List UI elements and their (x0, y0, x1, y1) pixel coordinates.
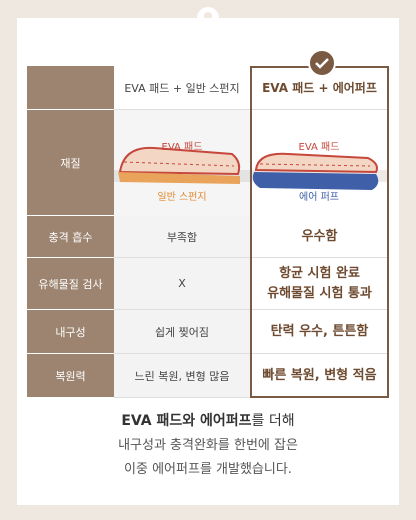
footer-line: 이중 에어퍼프를 개발했습니다. (124, 462, 292, 477)
column-header: EVA 패드 + 에어퍼프 (250, 66, 389, 110)
cell-line: 탄력 우수, 튼튼함 (270, 323, 369, 339)
row-label: 유해물질 검사 (27, 258, 114, 310)
cell-line: 우수함 (301, 228, 338, 244)
material-illustration: EVA 패드 일반 스펀지 EVA 패드 에어 퍼프 (114, 110, 389, 216)
material-label: 에어 퍼프 (299, 191, 339, 203)
row-label: 복원력 (27, 354, 114, 398)
cell-line: 빠른 복원, 변형 적음 (262, 367, 377, 383)
row-label: 충격 흡수 (27, 216, 114, 258)
footer-line: 내구성과 충격완화를 한번에 잡은 (118, 438, 298, 453)
cell-line: 항균 시험 완료 (279, 265, 360, 281)
cell-standard: 부족함 (114, 216, 250, 258)
material-label: EVA 패드 (299, 141, 340, 153)
cell-standard: 느린 복원, 변형 많음 (114, 354, 250, 398)
material-label: 일반 스펀지 (157, 191, 206, 203)
cell-line: 유해물질 시험 통과 (267, 285, 372, 301)
footer-line: EVA 패드와 에어퍼프를 더해 (17, 410, 399, 430)
check-badge (308, 49, 336, 77)
footer-emphasis: EVA 패드와 에어퍼프 (121, 413, 252, 429)
card: EVA 패드 + 일반 스펀지 EVA 패드 + 에어퍼프 재질 EVA 패드 … (17, 18, 399, 505)
row-label: 내구성 (27, 310, 114, 354)
corner (27, 66, 114, 110)
material-label: EVA 패드 (162, 141, 203, 153)
row-label: 재질 (27, 110, 114, 216)
cell-airpuff: 우수함 (250, 216, 389, 258)
cell-standard: X (114, 258, 250, 310)
footer-text: 를 더해 (251, 413, 295, 429)
column-header: EVA 패드 + 일반 스펀지 (114, 66, 250, 110)
cell-airpuff: 탄력 우수, 튼튼함 (250, 310, 389, 354)
cell-airpuff: 빠른 복원, 변형 적음 (250, 354, 389, 398)
cell-standard: 쉽게 찢어짐 (114, 310, 250, 354)
